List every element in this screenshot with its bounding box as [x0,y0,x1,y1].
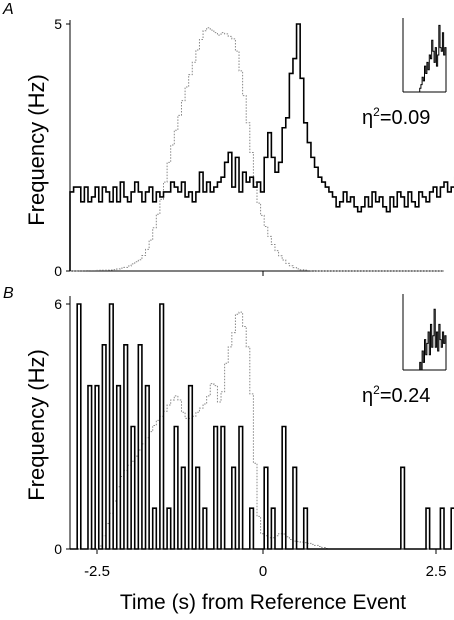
xtick-pos: 2.5 [426,563,447,580]
panel-b-ytick-zero: 0 [54,541,62,557]
panel-b-ytick-max: 6 [54,296,62,312]
panel-a-reference-series [69,27,444,272]
panel-a-ylabel: Frequency (Hz) [24,74,49,226]
panel-a-eta-annotation: η2=0.09 [362,105,430,129]
panel-b: B Frequency (Hz) 6 0 η2=0.24 [3,285,454,557]
panel-a-inset-series [403,24,447,93]
panel-b-inset [402,294,447,371]
panel-b-inset-series [403,308,447,371]
xtick-neg: -2.5 [84,563,110,580]
xtick-zero: 0 [259,563,267,580]
panel-a-inset [402,18,447,93]
panel-b-eta-superscript: 2 [373,383,380,397]
panel-a-ytick-max: 5 [54,16,62,32]
panel-a-eta-value: =0.09 [380,107,431,129]
panel-a: A Frequency (Hz) 5 0 η2=0.09 [2,1,454,279]
panel-b-ylabel: Frequency (Hz) [24,349,49,501]
panel-a-letter: A [2,1,14,18]
x-axis-label: Time (s) from Reference Event [120,591,406,614]
panel-b-eta-annotation: η2=0.24 [362,383,430,407]
panel-b-eta-value: =0.24 [380,385,431,407]
panel-b-eta-symbol: η [362,385,373,407]
panel-b-reference-series [70,311,444,550]
panel-a-observed-series [69,23,454,271]
panel-b-observed-series [70,303,454,550]
panel-b-letter: B [3,285,14,302]
panel-a-eta-symbol: η [362,107,373,129]
panel-a-eta-superscript: 2 [373,105,380,119]
panel-a-ytick-zero: 0 [54,263,62,279]
